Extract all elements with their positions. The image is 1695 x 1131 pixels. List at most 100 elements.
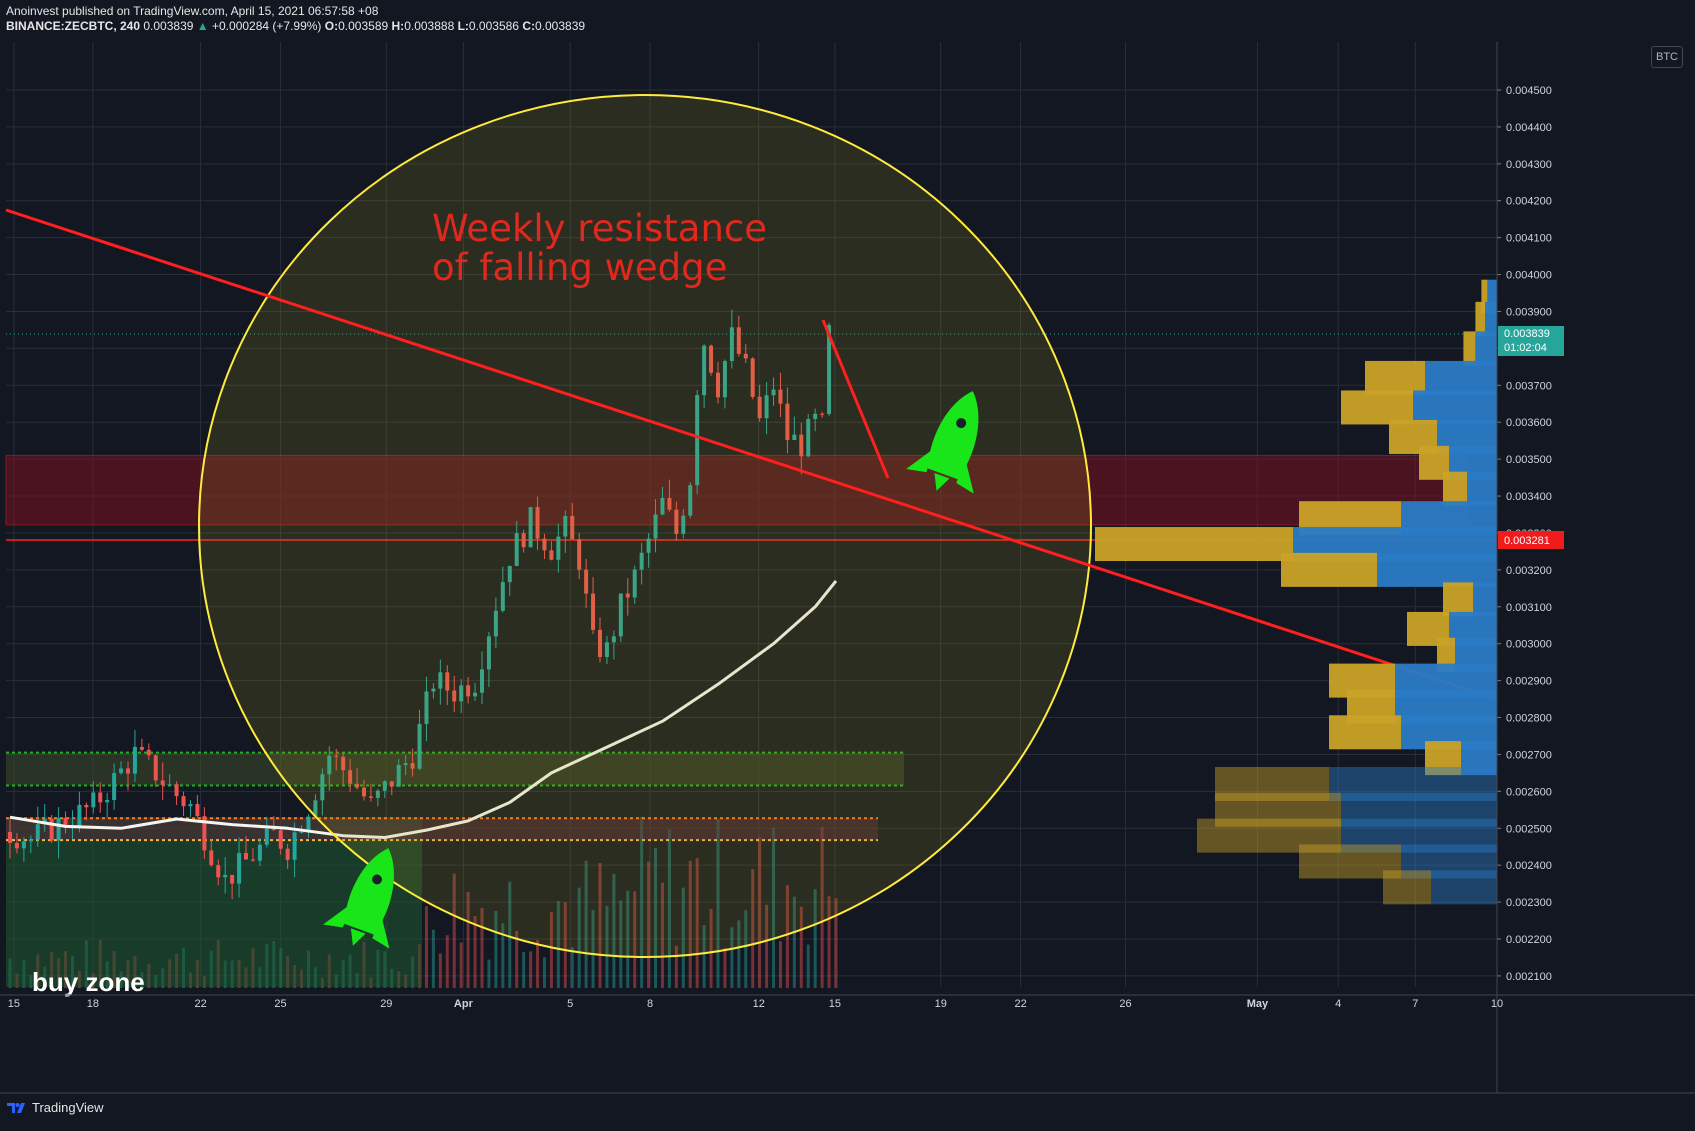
profile-bar-down	[1485, 301, 1497, 336]
candle-body	[327, 755, 332, 775]
candle-body	[778, 389, 783, 404]
candle-body	[743, 353, 748, 359]
profile-bar-down	[1329, 766, 1497, 801]
candle-body	[181, 796, 186, 807]
candle-body	[528, 507, 533, 548]
y-tick-label: 0.003000	[1506, 639, 1552, 651]
volume-bar	[570, 947, 574, 988]
profile-bar-up	[1197, 818, 1341, 853]
candle-body	[542, 538, 547, 551]
candle-body	[493, 610, 498, 637]
high-value: 0.003888	[404, 19, 455, 33]
y-tick-label: 0.002400	[1506, 860, 1552, 872]
volume-bar	[487, 959, 491, 988]
candle-body	[216, 865, 221, 878]
candle-body	[667, 497, 672, 510]
y-tick-label: 0.003600	[1506, 417, 1552, 429]
volume-bar	[716, 818, 720, 988]
candle-body	[396, 765, 401, 787]
candle-body	[653, 514, 658, 539]
y-tick-label: 0.004100	[1506, 233, 1552, 245]
profile-bar-up	[1215, 766, 1329, 801]
volume-bar	[542, 957, 546, 988]
profile-bar-down	[1431, 870, 1497, 905]
volume-bar	[619, 900, 623, 988]
candle-body	[153, 755, 158, 781]
candle-body	[230, 874, 235, 884]
candle-body	[362, 787, 366, 797]
ohlc-line: BINANCE:ZECBTC, 240 0.003839 ▲ +0.000284…	[6, 19, 585, 34]
candle-body	[729, 327, 734, 362]
profile-bar-up	[1443, 582, 1473, 617]
volume-bar	[702, 924, 706, 988]
volume-bar	[688, 860, 692, 988]
profile-bar-down	[1425, 360, 1497, 395]
volume-bar	[536, 940, 540, 988]
candle-body	[209, 850, 214, 866]
volume-bar	[765, 904, 769, 988]
candle-body	[625, 593, 630, 598]
price-change: +0.000284 (+7.99%)	[212, 19, 322, 33]
profile-bar-down	[1475, 331, 1497, 366]
volume-bar	[730, 927, 734, 988]
candle-body	[49, 818, 54, 841]
volume-bar	[778, 941, 782, 988]
candle-body	[119, 768, 124, 774]
candle-body	[813, 413, 818, 420]
countdown-label: 01:02:04	[1504, 342, 1547, 354]
volume-bar	[556, 901, 560, 988]
volume-bar	[806, 944, 810, 988]
profile-bar-up	[1095, 527, 1293, 562]
buy-zone-label: buy zone	[32, 967, 145, 997]
y-tick-label: 0.003900	[1506, 306, 1552, 318]
profile-bar-down	[1341, 792, 1497, 827]
volume-bar	[834, 898, 838, 988]
y-tick-label: 0.002100	[1506, 971, 1552, 983]
volume-bar	[647, 861, 651, 988]
volume-bar	[431, 929, 435, 988]
rocket-fin-right	[372, 914, 390, 949]
volume-bar	[529, 951, 533, 988]
candle-body	[8, 831, 12, 843]
y-tick-label: 0.002200	[1506, 934, 1552, 946]
y-tick-label: 0.002300	[1506, 897, 1552, 909]
y-tick-label: 0.002600	[1506, 786, 1552, 798]
rocket-icon	[323, 848, 394, 949]
volume-bar	[584, 860, 588, 988]
rocket-flame	[350, 928, 366, 946]
candle-body	[98, 792, 103, 803]
y-tick-label: 0.004200	[1506, 196, 1552, 208]
candle-body	[438, 672, 443, 689]
x-tick-label: May	[1247, 998, 1269, 1010]
candle-body	[167, 784, 172, 786]
candle-body	[806, 419, 811, 457]
volume-bar	[772, 827, 776, 988]
wedge-resistance-line	[5, 208, 1498, 701]
candle-body	[160, 780, 165, 785]
candle-body	[688, 485, 693, 516]
rocket-body	[927, 391, 979, 480]
volume-bar	[792, 896, 796, 988]
y-tick-label: 0.003400	[1506, 491, 1552, 503]
volume-bar	[508, 881, 512, 988]
volume-bar	[549, 912, 553, 988]
volume-bar	[681, 887, 685, 988]
candles	[8, 309, 832, 900]
candle-body	[611, 636, 616, 643]
profile-bar-up	[1281, 552, 1377, 587]
highlight-circle	[198, 94, 1092, 958]
candle-body	[750, 358, 755, 397]
candle-body	[195, 804, 200, 817]
candle-body	[63, 817, 68, 828]
low-value: 0.003586	[468, 19, 519, 33]
candle-body	[771, 389, 776, 396]
level-label: 0.003281	[1504, 535, 1550, 547]
volume-bar	[751, 869, 755, 988]
volume-bar	[674, 945, 678, 988]
rocket-fin-left	[906, 447, 936, 473]
candle-body	[174, 784, 179, 797]
volume-bar	[633, 891, 637, 988]
candle-body	[271, 828, 276, 831]
currency-badge[interactable]: BTC	[1651, 46, 1683, 68]
